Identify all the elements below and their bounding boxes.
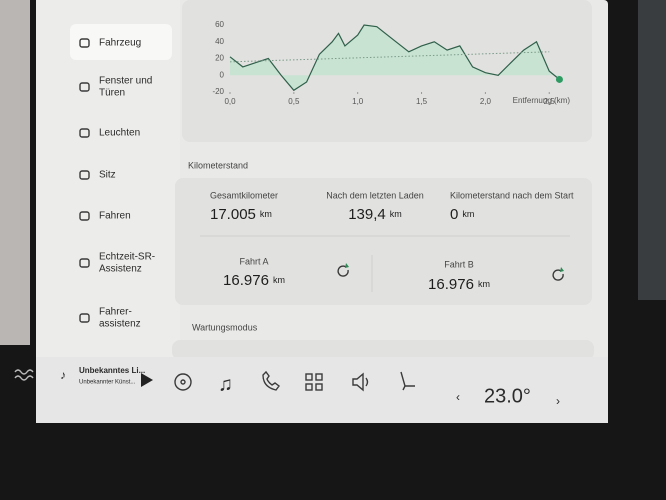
y-tick-label: 20 [215,54,224,63]
stat-value: 0 km [450,206,474,223]
y-tick-label: -20 [212,87,224,96]
play-button[interactable] [141,373,153,387]
section-title: Wartungsmodus [192,322,258,332]
x-tick-label: 0,5 [288,97,300,106]
menu-label[interactable]: Leuchten [99,128,140,139]
stat-label: Gesamtkilometer [210,190,278,200]
menu-label[interactable]: Assistenz [99,264,142,275]
maintenance-card [172,340,594,360]
menu-icon[interactable] [79,258,90,268]
menu-label[interactable]: assistenz [99,319,141,330]
menu-icon[interactable] [79,128,90,138]
unit: km [273,275,285,285]
phone-button[interactable] [262,370,280,391]
value: 139,4 [348,206,386,223]
trip-value: 16.976 km [223,272,285,289]
area [230,25,560,91]
value: 17.005 [210,206,256,223]
defrost-icon[interactable] [14,369,34,381]
stat-value: 17.005 km [210,206,272,223]
menu-label[interactable]: Fahren [99,211,131,222]
unit: km [390,209,402,219]
music-icon: ♪ [60,368,66,382]
x-axis-label: Entfernung (km) [513,96,571,105]
stat-value: 139,4 km [348,206,402,223]
x-tick-label: 2,5 [544,97,556,106]
x-tick-label: 2,0 [480,97,492,106]
menu-icon[interactable] [79,211,90,221]
reset-icon[interactable] [552,267,564,281]
active-item[interactable] [70,24,172,60]
section-title: Kilometerstand [188,160,248,170]
menu-label[interactable]: Türen [99,88,125,99]
trip-label: Fahrt A [239,256,268,266]
menu-label[interactable]: Echtzeit-SR- [99,252,155,263]
unit: km [462,209,474,219]
average-line [229,51,550,63]
menu-icon[interactable] [79,38,90,48]
temp-down[interactable]: ‹ [456,390,460,404]
menu-label[interactable]: Sitz [99,170,116,181]
menu-label[interactable]: Fenster und [99,76,152,87]
left-panel [0,0,30,345]
end-dot [555,75,563,83]
music-button[interactable]: ♫ [218,373,233,395]
media-artist: Unbekannter Künst... [79,380,136,386]
x-tick-label: 0,0 [224,97,236,106]
right-edge [638,0,666,300]
menu-icon[interactable] [79,313,90,323]
stat-label: Kilometerstand nach dem Start [450,190,574,200]
y-tick-label: 60 [215,20,224,29]
x-tick-label: 1,0 [352,97,364,106]
menu-label[interactable]: Fahrzeug [99,38,141,49]
temperature[interactable]: 23.0° [484,385,531,407]
seat-button[interactable] [400,371,415,391]
odometer-values: Gesamtkilometer 17.005 km Nach dem letzten … [210,190,574,293]
media-title[interactable]: Unbekanntes Li... [79,366,145,375]
value: 16.976 [428,276,474,293]
trip-label: Fahrt B [444,259,474,269]
menu-label[interactable]: Fahrer- [99,307,132,318]
line [229,24,560,92]
trip-value: 16.976 km [428,276,490,293]
y-tick-label: 40 [215,37,224,46]
reset-icon[interactable] [337,263,349,277]
y-tick-label: 0 [220,70,225,79]
x-tick-label: 1,5 [416,97,428,106]
temp-up[interactable]: › [556,394,560,408]
menu-icon[interactable] [79,82,90,92]
odometer-card [175,178,592,305]
apps-button[interactable] [305,373,323,391]
fan-icon[interactable] [174,373,192,391]
value: 0 [450,206,458,223]
unit: km [260,209,272,219]
stat-label: Nach dem letzten Laden [326,190,424,200]
volume-button[interactable] [352,372,369,392]
value: 16.976 [223,272,269,289]
menu-icon[interactable] [79,170,90,180]
unit: km [478,279,490,289]
